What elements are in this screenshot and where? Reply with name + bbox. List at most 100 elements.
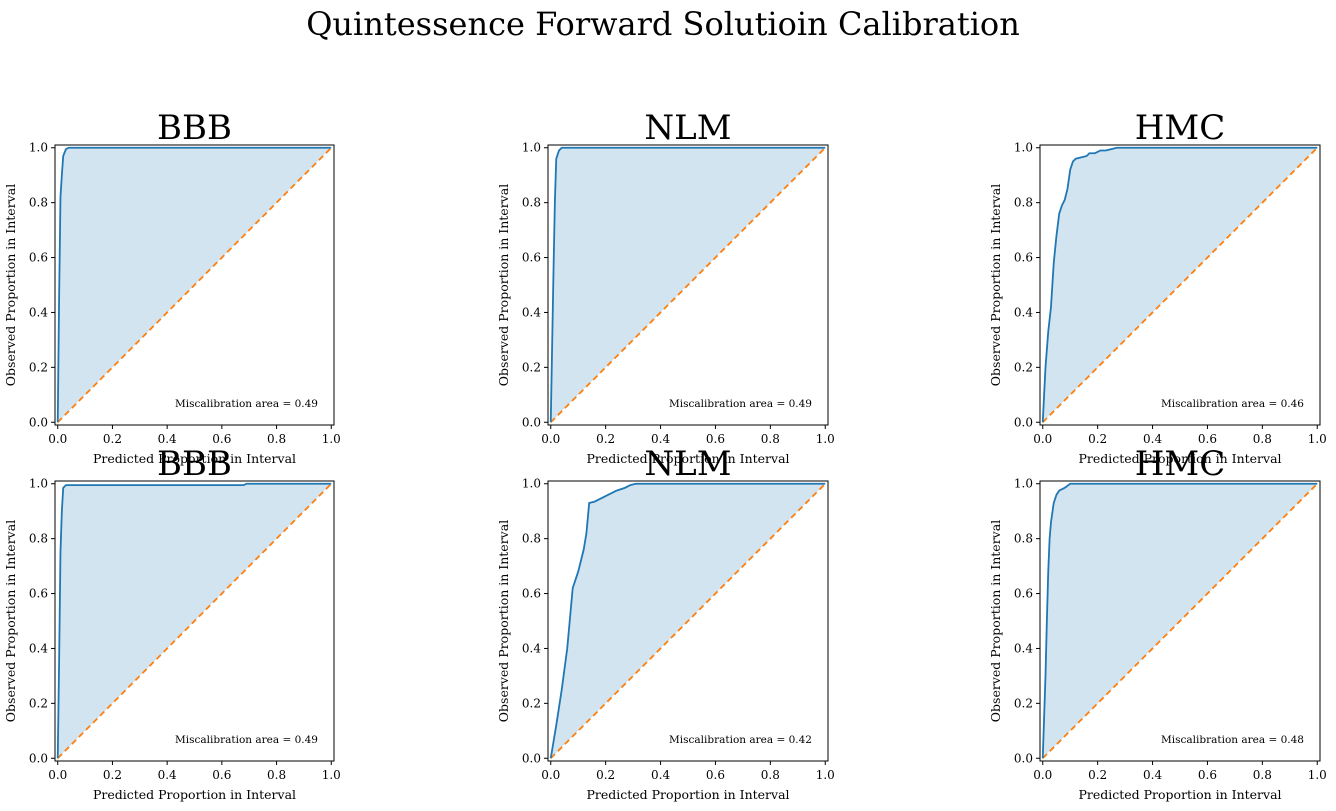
y-tick-label: 0.6	[522, 587, 541, 601]
x-tick-label: 0.0	[48, 768, 67, 782]
y-tick-label: 0.0	[522, 415, 541, 429]
x-axis-label: Predicted Proportion in Interval	[1078, 451, 1281, 466]
x-tick-label: 0.2	[596, 432, 615, 446]
y-tick-label: 0.4	[522, 641, 541, 655]
axes-frame	[1039, 480, 1321, 762]
x-axis-label: Predicted Proportion in Interval	[93, 451, 296, 466]
y-tick-label: 0.2	[522, 360, 541, 374]
calibration-curve	[1041, 482, 1318, 759]
ideal-diagonal-line	[550, 147, 826, 423]
subplot-title: NLM	[644, 108, 731, 148]
x-tick-label: 0.4	[651, 432, 670, 446]
y-tick-label: 0.4	[1014, 641, 1033, 655]
subplot-3: 0.00.0 0.2 0.2 0.4 0.4 0.6 0.6 0.8 0.8 1.0 1.0 Pred…	[988, 108, 1327, 466]
x-tick-label: 1.0	[1308, 432, 1327, 446]
miscalibration-annotation: Miscalibration area = 0.48	[1161, 734, 1304, 746]
axes-frame	[54, 144, 335, 426]
y-tick-label: 0.8	[29, 196, 48, 210]
subplot-1: 0.00.0 0.2 0.2 0.4 0.4 0.6 0.6 0.8 0.8 1.0 1.0 Pred…	[3, 108, 341, 466]
y-tick-label: 1.0	[29, 141, 48, 155]
y-tick-label: 0.4	[522, 305, 541, 319]
y-tick-label: 0.2	[29, 696, 48, 710]
x-tick-label: 0.0	[1033, 768, 1052, 782]
x-tick-label: 1.0	[322, 768, 341, 782]
x-tick-label: 1.0	[816, 432, 835, 446]
calibration-curve	[56, 482, 332, 759]
x-tick-label: 0.2	[103, 432, 122, 446]
y-tick-label: 1.0	[1014, 141, 1033, 155]
y-tick-label: 0.0	[1014, 415, 1033, 429]
x-tick-label: 0.0	[541, 432, 560, 446]
axes-frame	[547, 480, 829, 762]
y-tick-label: 0.2	[522, 696, 541, 710]
y-tick-label: 0.8	[29, 532, 48, 546]
ideal-diagonal-line	[1042, 483, 1318, 759]
axes-frame	[54, 480, 335, 762]
ideal-diagonal-line	[57, 147, 332, 423]
x-tick-label: 0.6	[1198, 768, 1217, 782]
x-tick-label: 0.0	[1033, 432, 1052, 446]
x-axis-label: Predicted Proportion in Interval	[93, 787, 296, 802]
y-axis-label: Observed Proportion in Interval	[496, 184, 511, 386]
y-tick-label: 1.0	[522, 477, 541, 491]
x-tick-label: 0.4	[1143, 432, 1162, 446]
y-tick-label: 0.2	[1014, 360, 1033, 374]
x-tick-label: 0.2	[1088, 432, 1107, 446]
y-axis-label: Observed Proportion in Interval	[3, 184, 18, 386]
y-axis-label: Observed Proportion in Interval	[988, 184, 1003, 386]
x-tick-label: 0.4	[158, 432, 177, 446]
subplot-title: HMC	[1135, 108, 1225, 148]
x-tick-label: 0.6	[706, 432, 725, 446]
y-tick-label: 0.6	[522, 251, 541, 265]
y-axis-label: Observed Proportion in Interval	[988, 520, 1003, 722]
subplot-2: 0.00.0 0.2 0.2 0.4 0.4 0.6 0.6 0.8 0.8 1.0 1.0 Pred…	[496, 108, 835, 466]
calibration-curve	[549, 146, 826, 423]
x-tick-label: 0.4	[1143, 768, 1162, 782]
miscalibration-annotation: Miscalibration area = 0.46	[1161, 398, 1304, 410]
miscalibration-annotation: Miscalibration area = 0.49	[669, 398, 812, 410]
x-tick-label: 0.8	[267, 432, 286, 446]
x-tick-label: 0.6	[212, 432, 231, 446]
y-tick-label: 0.0	[29, 415, 48, 429]
x-tick-label: 1.0	[816, 768, 835, 782]
x-tick-label: 0.8	[1253, 768, 1272, 782]
y-tick-label: 0.6	[1014, 251, 1033, 265]
x-axis-label: Predicted Proportion in Interval	[586, 787, 789, 802]
x-tick-label: 0.4	[158, 768, 177, 782]
y-tick-label: 0.8	[1014, 196, 1033, 210]
ideal-diagonal-line	[550, 483, 826, 759]
calibration-curve	[1041, 146, 1318, 423]
x-tick-label: 0.8	[761, 768, 780, 782]
calibration-curve	[56, 146, 332, 423]
subplot-5: 0.00.0 0.2 0.2 0.4 0.4 0.6 0.6 0.8 0.8 1.0 1.0 Pred…	[496, 444, 835, 802]
x-tick-label: 0.2	[596, 768, 615, 782]
y-tick-label: 1.0	[1014, 477, 1033, 491]
y-tick-label: 0.8	[1014, 532, 1033, 546]
x-tick-label: 0.2	[1088, 768, 1107, 782]
subplot-4: 0.00.0 0.2 0.2 0.4 0.4 0.6 0.6 0.8 0.8 1.0 1.0 Pred…	[3, 444, 341, 802]
y-tick-label: 0.8	[522, 196, 541, 210]
x-tick-label: 1.0	[1308, 768, 1327, 782]
axes-frame	[1039, 144, 1321, 426]
x-tick-label: 0.2	[103, 768, 122, 782]
y-tick-label: 0.0	[1014, 751, 1033, 765]
y-tick-label: 0.6	[1014, 587, 1033, 601]
subplot-grid: 0.00.00.20.20.40.40.60.60.80.81.01.0Pred…	[3, 108, 1327, 802]
x-tick-label: 0.6	[212, 768, 231, 782]
y-tick-label: 0.6	[29, 251, 48, 265]
x-axis-label: Predicted Proportion in Interval	[1078, 787, 1281, 802]
y-tick-label: 0.4	[29, 641, 48, 655]
y-tick-label: 0.8	[522, 532, 541, 546]
x-tick-label: 0.6	[706, 768, 725, 782]
ideal-diagonal-line	[57, 483, 332, 759]
subplot-title: BBB	[157, 108, 232, 148]
x-tick-label: 0.0	[541, 768, 560, 782]
miscalibration-annotation: Miscalibration area = 0.49	[175, 734, 318, 746]
miscalibration-annotation: Miscalibration area = 0.42	[669, 734, 812, 746]
x-tick-label: 1.0	[322, 432, 341, 446]
subplot-title: NLM	[644, 444, 731, 484]
figure-title: Quintessence Forward Solutioin Calibrati…	[306, 5, 1020, 43]
y-axis-label: Observed Proportion in Interval	[3, 520, 18, 722]
y-tick-label: 0.6	[29, 587, 48, 601]
